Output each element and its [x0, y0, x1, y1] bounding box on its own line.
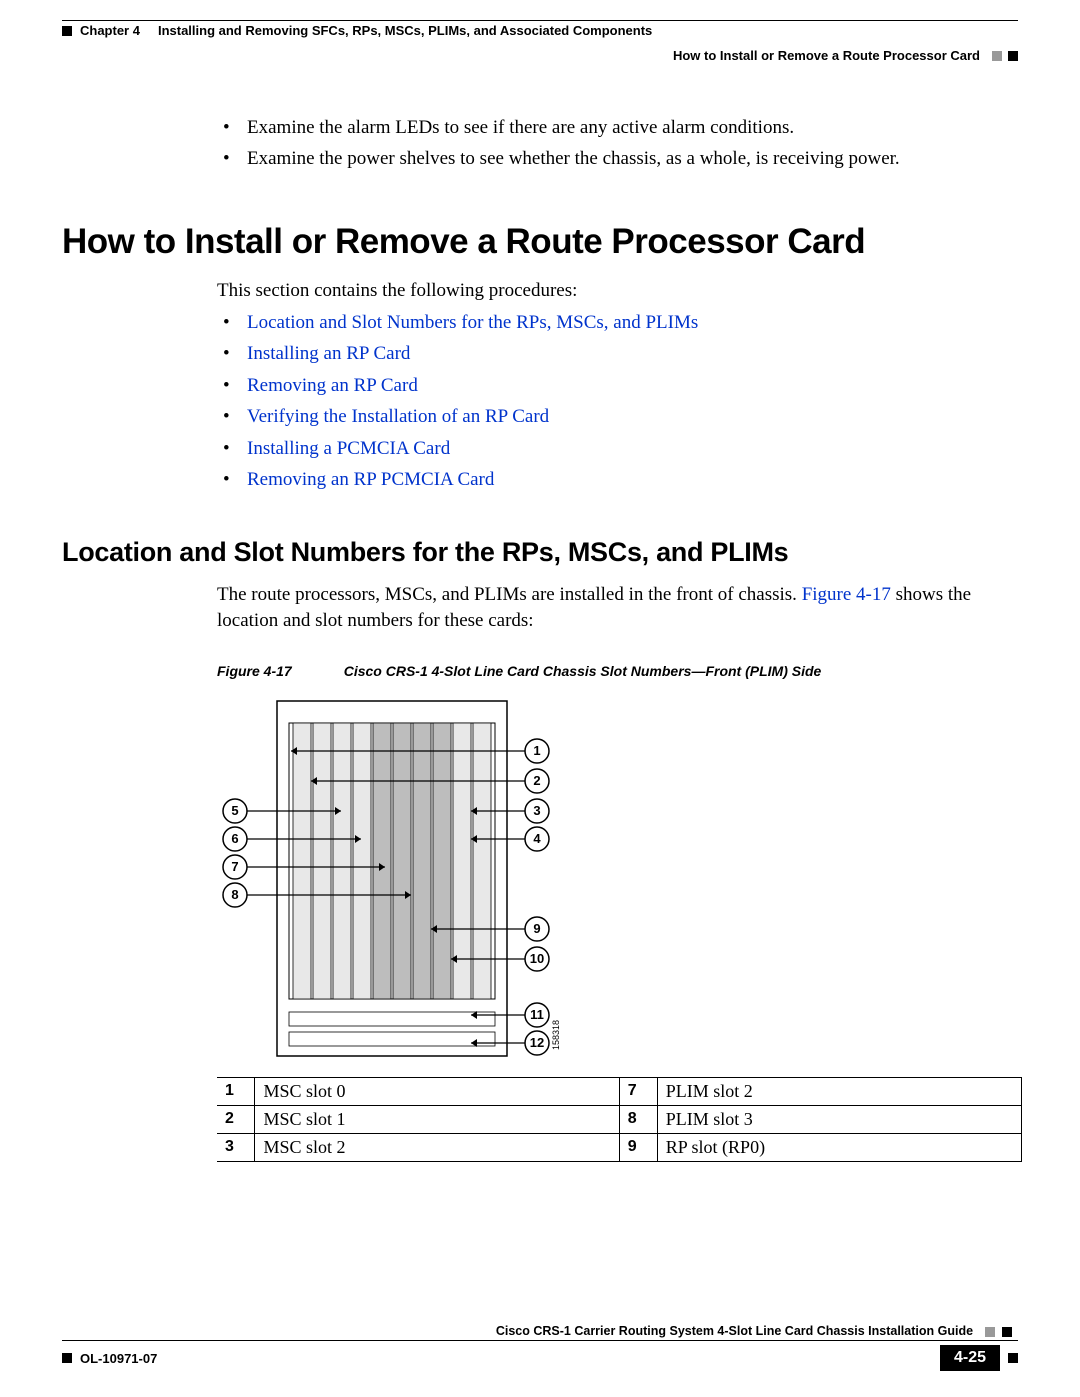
chapter-label: Chapter 4 — [80, 23, 140, 38]
subheader-square-icon — [1008, 51, 1018, 61]
body-paragraph: The route processors, MSCs, and PLIMs ar… — [62, 582, 1018, 635]
header-rule — [62, 20, 1018, 21]
legend-desc: MSC slot 2 — [255, 1133, 619, 1161]
body-text-pre: The route processors, MSCs, and PLIMs ar… — [217, 584, 802, 605]
bullet-text: Examine the alarm LEDs to see if there a… — [247, 117, 794, 138]
figure-ref-link[interactable]: Figure 4-17 — [802, 584, 891, 605]
bullet-text: Examine the power shelves to see whether… — [247, 148, 900, 169]
svg-text:2: 2 — [533, 773, 540, 788]
svg-text:10: 10 — [530, 951, 544, 966]
top-bullet-list: Examine the alarm LEDs to see if there a… — [217, 113, 1018, 174]
svg-text:8: 8 — [231, 887, 238, 902]
doc-link[interactable]: Installing a PCMCIA Card — [247, 438, 450, 459]
svg-text:1: 1 — [533, 743, 540, 758]
footer-square-gray-icon — [985, 1327, 995, 1337]
legend-num: 1 — [217, 1077, 255, 1105]
doc-link[interactable]: Location and Slot Numbers for the RPs, M… — [247, 312, 698, 333]
table-row: 2MSC slot 18PLIM slot 3 — [217, 1105, 1022, 1133]
legend-desc: PLIM slot 2 — [657, 1077, 1021, 1105]
header-square-icon — [62, 26, 72, 36]
svg-text:6: 6 — [231, 831, 238, 846]
table-row: 3MSC slot 29RP slot (RP0) — [217, 1133, 1022, 1161]
subheader-square-gray-icon — [992, 51, 1002, 61]
svg-text:7: 7 — [231, 859, 238, 874]
svg-text:3: 3 — [533, 803, 540, 818]
legend-num: 3 — [217, 1133, 255, 1161]
page-number-badge: 4-25 — [940, 1345, 1000, 1371]
page-heading: How to Install or Remove a Route Process… — [62, 222, 1018, 262]
footer-right-square-icon — [1008, 1353, 1018, 1363]
footer-square-icon — [1002, 1327, 1012, 1337]
list-item: Examine the power shelves to see whether… — [217, 144, 1018, 173]
intro-paragraph: This section contains the following proc… — [62, 280, 1018, 302]
header-row: Chapter 4 Installing and Removing SFCs, … — [62, 23, 1018, 38]
figure-label: Figure 4-17 — [217, 663, 292, 679]
svg-text:12: 12 — [530, 1035, 544, 1050]
subheader-row: How to Install or Remove a Route Process… — [62, 48, 1018, 63]
subsection-heading: Location and Slot Numbers for the RPs, M… — [62, 537, 1018, 568]
section-title: How to Install or Remove a Route Process… — [673, 48, 980, 63]
top-bullet-section: Examine the alarm LEDs to see if there a… — [62, 113, 1018, 174]
legend-desc: MSC slot 0 — [255, 1077, 619, 1105]
list-item: Removing an RP Card — [217, 371, 1018, 400]
svg-text:4: 4 — [533, 831, 541, 846]
doc-id: OL-10971-07 — [80, 1351, 157, 1366]
figure-caption-text: Cisco CRS-1 4-Slot Line Card Chassis Slo… — [344, 663, 822, 679]
doc-link[interactable]: Installing an RP Card — [247, 343, 410, 364]
list-item: Installing a PCMCIA Card — [217, 434, 1018, 463]
list-item: Examine the alarm LEDs to see if there a… — [217, 113, 1018, 142]
legend-desc: RP slot (RP0) — [657, 1133, 1021, 1161]
table-row: 1MSC slot 07PLIM slot 2 — [217, 1077, 1022, 1105]
footer-bottom-row: OL-10971-07 4-25 — [62, 1345, 1018, 1371]
svg-text:9: 9 — [533, 921, 540, 936]
svg-text:5: 5 — [231, 803, 238, 818]
list-item: Installing an RP Card — [217, 339, 1018, 368]
footer-guide-title: Cisco CRS-1 Carrier Routing System 4-Slo… — [496, 1324, 973, 1338]
legend-num: 7 — [619, 1077, 657, 1105]
chapter-title: Installing and Removing SFCs, RPs, MSCs,… — [158, 23, 652, 38]
footer-left-square-icon — [62, 1353, 72, 1363]
list-item: Removing an RP PCMCIA Card — [217, 465, 1018, 494]
list-item: Location and Slot Numbers for the RPs, M… — [217, 308, 1018, 337]
legend-desc: PLIM slot 3 — [657, 1105, 1021, 1133]
list-item: Verifying the Installation of an RP Card — [217, 402, 1018, 431]
footer-left: OL-10971-07 — [62, 1351, 157, 1366]
link-bullet-list: Location and Slot Numbers for the RPs, M… — [217, 308, 1018, 495]
link-bullet-section: Location and Slot Numbers for the RPs, M… — [62, 308, 1018, 495]
svg-text:158318: 158318 — [551, 1020, 561, 1050]
legend-num: 9 — [619, 1133, 657, 1161]
doc-link[interactable]: Removing an RP PCMCIA Card — [247, 469, 494, 490]
legend-num: 2 — [217, 1105, 255, 1133]
legend-desc: MSC slot 1 — [255, 1105, 619, 1133]
doc-link[interactable]: Verifying the Installation of an RP Card — [247, 406, 549, 427]
legend-table: 1MSC slot 07PLIM slot 22MSC slot 18PLIM … — [217, 1077, 1022, 1162]
legend-num: 8 — [619, 1105, 657, 1133]
figure-diagram: 123491011125678158318 — [62, 691, 1018, 1071]
page-footer: Cisco CRS-1 Carrier Routing System 4-Slo… — [62, 1324, 1018, 1371]
footer-guide-row: Cisco CRS-1 Carrier Routing System 4-Slo… — [62, 1324, 1018, 1341]
footer-right: 4-25 — [940, 1345, 1018, 1371]
svg-text:11: 11 — [530, 1007, 544, 1022]
figure-caption: Figure 4-17 Cisco CRS-1 4-Slot Line Card … — [62, 663, 1018, 679]
doc-link[interactable]: Removing an RP Card — [247, 375, 418, 396]
chassis-diagram-svg: 123491011125678158318 — [217, 691, 637, 1066]
